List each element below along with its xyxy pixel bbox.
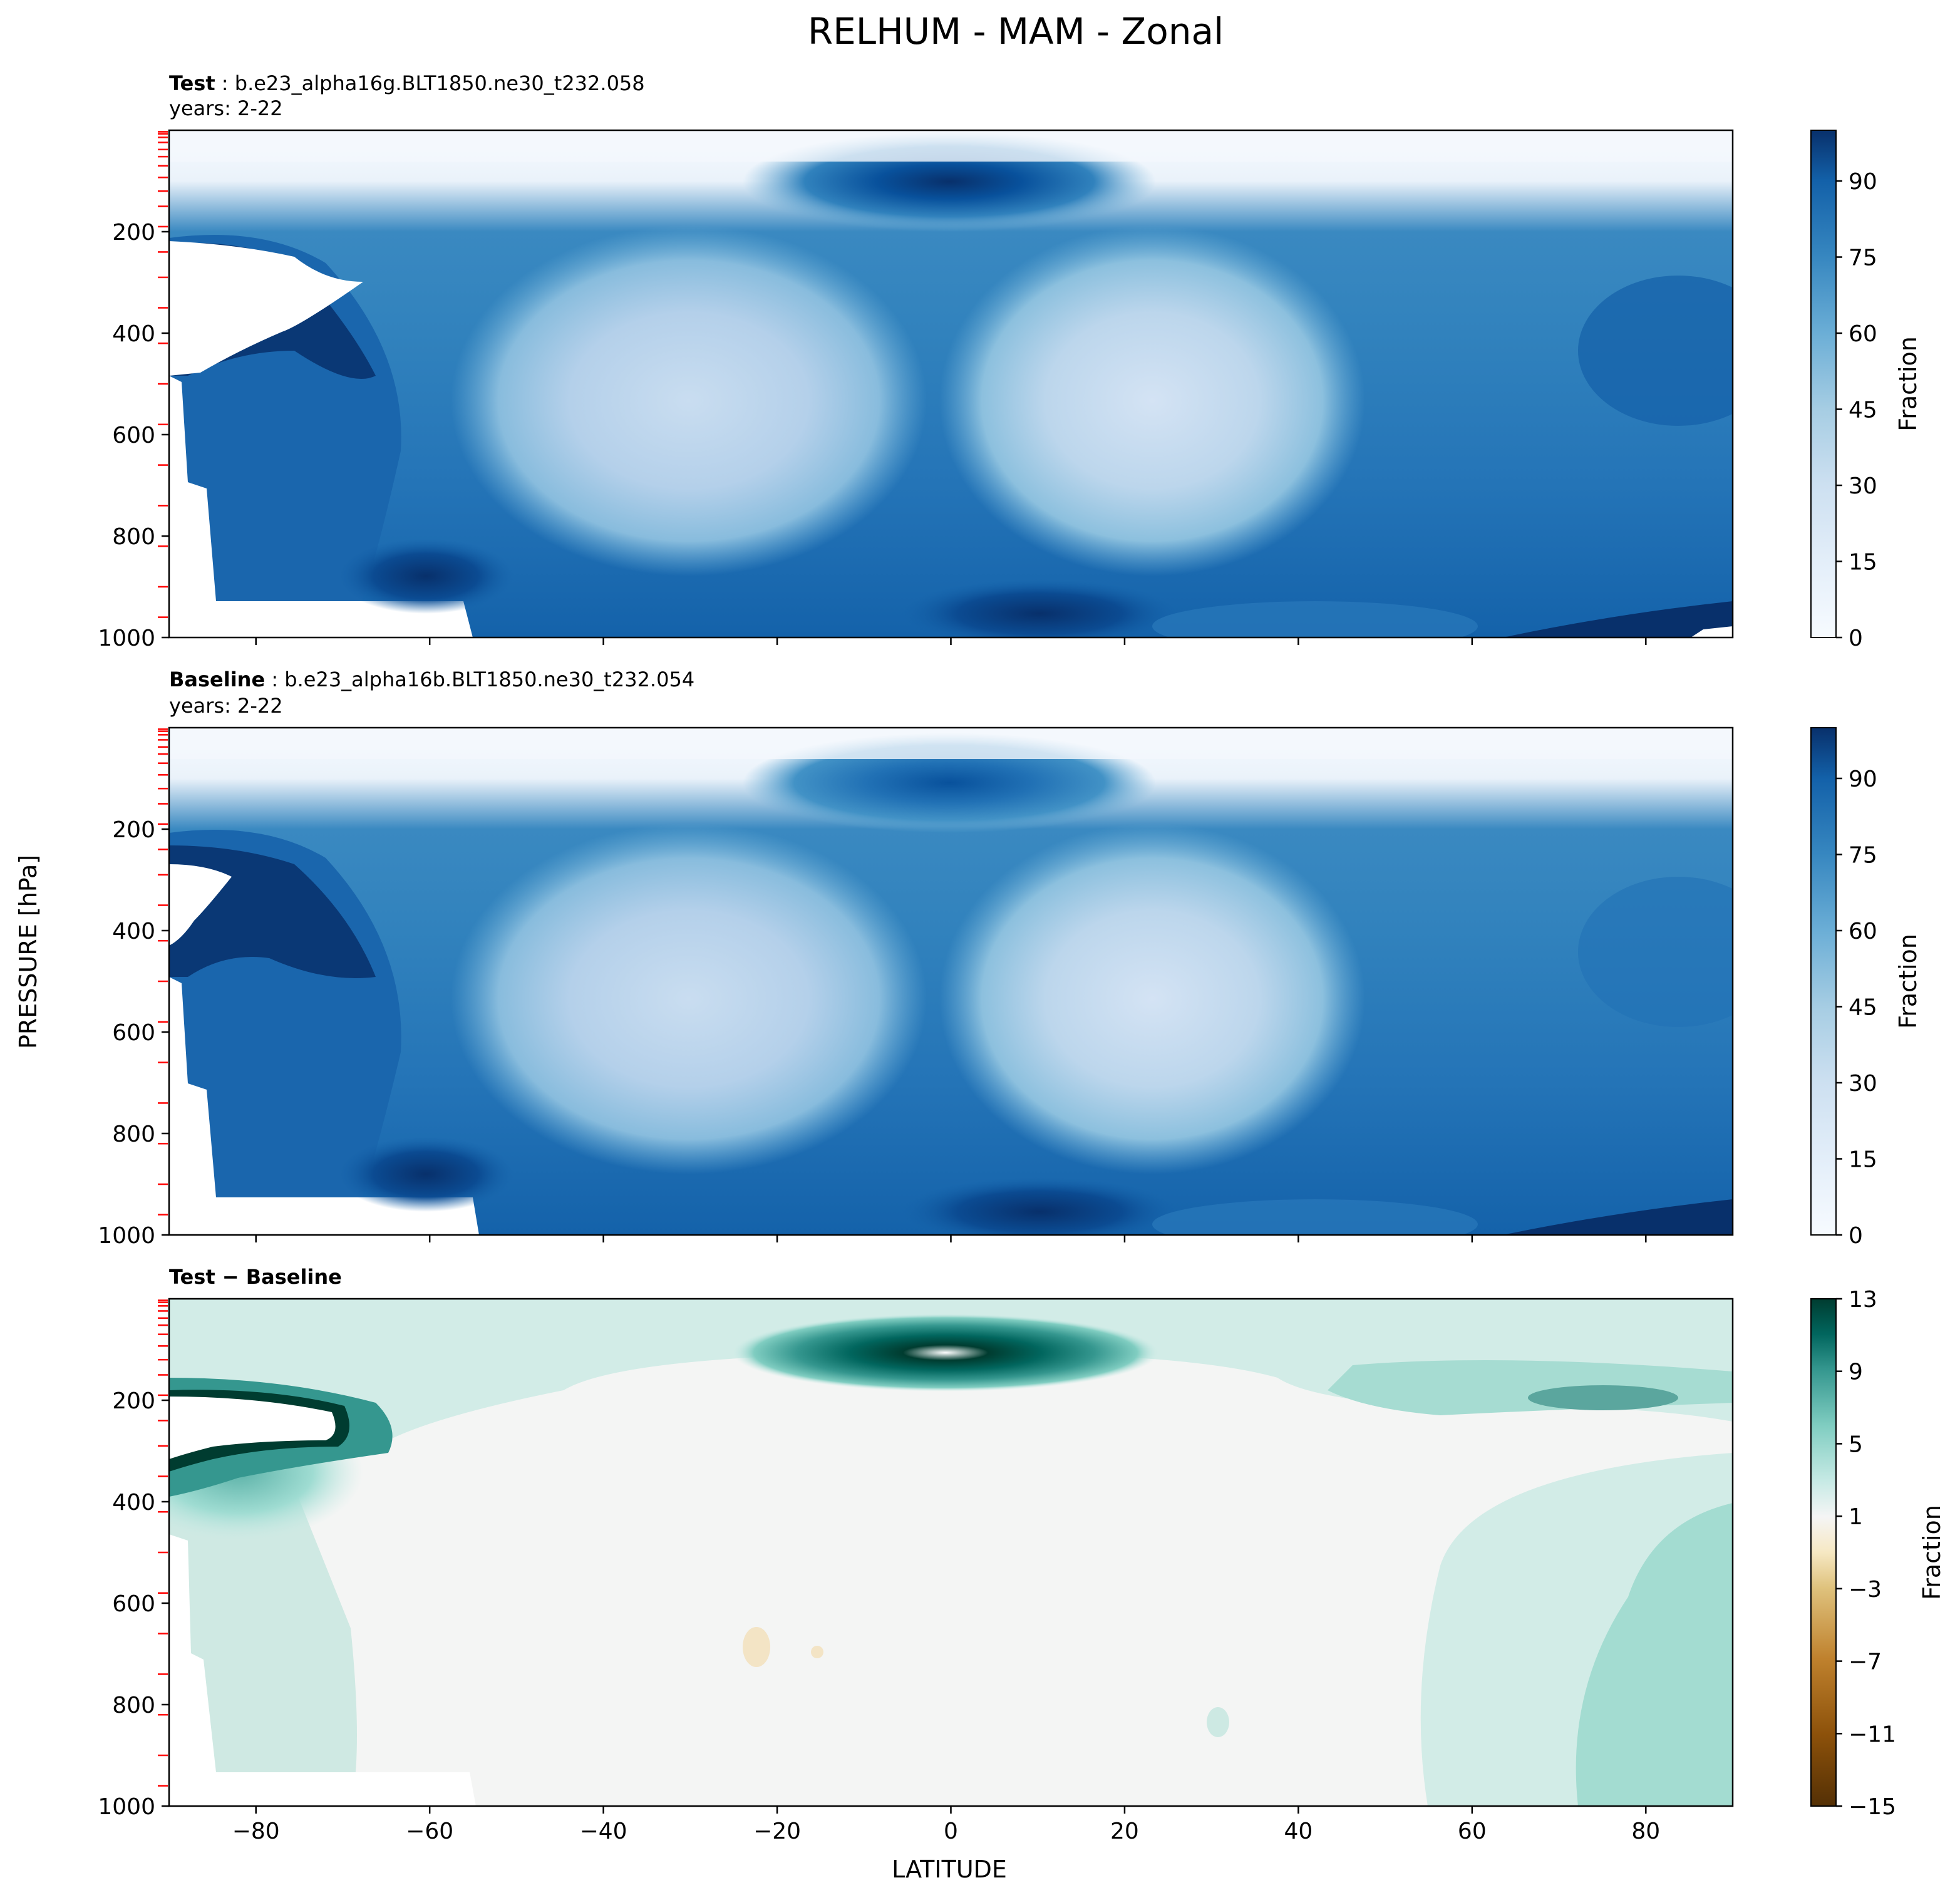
y-tick-label: 600 xyxy=(112,1591,155,1617)
y-tick-label: 800 xyxy=(112,524,155,550)
panel-diff-field xyxy=(169,1299,1733,1806)
panel-baseline-subtitle: years: 2-22 xyxy=(169,694,283,718)
x-tick-label: 40 xyxy=(1284,1819,1313,1844)
colorbar-fill xyxy=(1810,1298,1837,1807)
colorbar-tick-label: 15 xyxy=(1849,1147,1877,1173)
panel-test-field xyxy=(169,130,1733,638)
panel-diff-colorbar: −15 −11 −7 −3 1 5 9 13 Fraction xyxy=(1810,1287,1946,1820)
panel-diff-yticks: 200 400 600 800 1000 xyxy=(98,1299,169,1820)
colorbar-tick-label: 1 xyxy=(1849,1504,1863,1530)
panel-baseline-title-bold: Baseline xyxy=(169,668,265,691)
y-tick-label: 400 xyxy=(112,1490,155,1515)
panel-diff-title: Test − Baseline xyxy=(169,1265,342,1289)
colorbar-label: Fraction xyxy=(1894,336,1922,431)
colorbar-tick-label: 90 xyxy=(1849,767,1877,792)
colorbar-tick-label: 90 xyxy=(1849,169,1877,195)
panel-test-title-bold: Test xyxy=(169,71,215,95)
y-tick-label: 600 xyxy=(112,423,155,448)
x-tick-label: 80 xyxy=(1631,1819,1660,1844)
y-tick-label: 800 xyxy=(112,1122,155,1147)
panel-test-yticks: 200 400 600 800 1000 xyxy=(98,131,169,651)
panel-test-title-rest: : b.e23_alpha16g.BLT1850.ne30_t232.058 xyxy=(222,71,645,95)
y-tick-label: 1000 xyxy=(98,1794,155,1820)
panel-baseline-yticks: 200 400 600 800 1000 xyxy=(98,728,169,1249)
panel-baseline-field xyxy=(169,728,1733,1235)
y-axis-label: PRESSURE [hPa] xyxy=(14,855,42,1049)
colorbar-tick-label: −15 xyxy=(1849,1794,1896,1820)
y-tick-label: 400 xyxy=(112,321,155,347)
colorbar-tick-label: 9 xyxy=(1849,1360,1863,1385)
y-tick-label: 1000 xyxy=(98,626,155,651)
y-tick-label: 400 xyxy=(112,919,155,944)
colorbar-tick-label: 75 xyxy=(1849,245,1877,271)
colorbar-tick-label: −3 xyxy=(1849,1577,1882,1603)
panel-diff: Test − Baseline xyxy=(98,1265,1946,1844)
colorbar-fill xyxy=(1810,130,1837,638)
panel-diff-title-bold: Test − Baseline xyxy=(169,1265,342,1289)
panel-test: Test : b.e23_alpha16g.BLT1850.ne30_t232.… xyxy=(98,71,1922,651)
colorbar-fill xyxy=(1810,727,1837,1236)
panel-baseline-xticks xyxy=(255,1235,1647,1242)
colorbar-tick-label: 0 xyxy=(1849,1223,1863,1249)
panel-baseline-title: Baseline : b.e23_alpha16b.BLT1850.ne30_t… xyxy=(169,668,694,691)
x-axis-label: LATITUDE xyxy=(892,1856,1007,1883)
colorbar-label: Fraction xyxy=(1894,934,1922,1029)
colorbar-label: Fraction xyxy=(1918,1505,1946,1600)
colorbar-tick-label: 45 xyxy=(1849,398,1877,423)
panel-test-colorbar: 0 15 30 45 60 75 90 Fraction xyxy=(1810,130,1922,651)
y-tick-label: 600 xyxy=(112,1020,155,1046)
panel-baseline-title-rest: : b.e23_alpha16b.BLT1850.ne30_t232.054 xyxy=(271,668,694,691)
panel-baseline: Baseline : b.e23_alpha16b.BLT1850.ne30_t… xyxy=(98,668,1922,1249)
colorbar-tick-label: 15 xyxy=(1849,550,1877,576)
x-tick-label: 20 xyxy=(1110,1819,1139,1844)
y-tick-label: 200 xyxy=(112,817,155,843)
x-tick-label: −40 xyxy=(580,1819,627,1844)
colorbar-tick-label: 30 xyxy=(1849,473,1877,499)
colorbar-tick-label: 5 xyxy=(1849,1432,1863,1457)
x-tick-label: −20 xyxy=(753,1819,801,1844)
colorbar-tick-label: −7 xyxy=(1849,1650,1882,1675)
panel-test-subtitle: years: 2-22 xyxy=(169,96,283,120)
colorbar-tick-label: 60 xyxy=(1849,919,1877,944)
y-tick-label: 1000 xyxy=(98,1223,155,1249)
y-tick-label: 800 xyxy=(112,1693,155,1718)
x-tick-label: 0 xyxy=(944,1819,958,1844)
colorbar-tick-label: 60 xyxy=(1849,321,1877,347)
y-tick-label: 200 xyxy=(112,220,155,245)
panel-baseline-colorbar: 0 15 30 45 60 75 90 Fraction xyxy=(1810,727,1922,1249)
colorbar-tick-label: 45 xyxy=(1849,995,1877,1021)
panel-test-title: Test : b.e23_alpha16g.BLT1850.ne30_t232.… xyxy=(169,71,645,95)
x-tick-label: −80 xyxy=(232,1819,280,1844)
colorbar-tick-label: 0 xyxy=(1849,626,1863,651)
x-tick-label: 60 xyxy=(1458,1819,1487,1844)
colorbar-tick-label: −11 xyxy=(1849,1722,1896,1747)
panel-diff-xticks: −80 −60 −40 −20 0 20 40 60 80 xyxy=(232,1806,1660,1844)
figure-title: RELHUM - MAM - Zonal xyxy=(808,10,1224,53)
panel-test-xticks xyxy=(255,638,1647,645)
colorbar-tick-label: 75 xyxy=(1849,843,1877,869)
x-tick-label: −60 xyxy=(406,1819,453,1844)
y-tick-label: 200 xyxy=(112,1388,155,1414)
colorbar-tick-label: 13 xyxy=(1849,1287,1877,1313)
colorbar-tick-label: 30 xyxy=(1849,1071,1877,1097)
